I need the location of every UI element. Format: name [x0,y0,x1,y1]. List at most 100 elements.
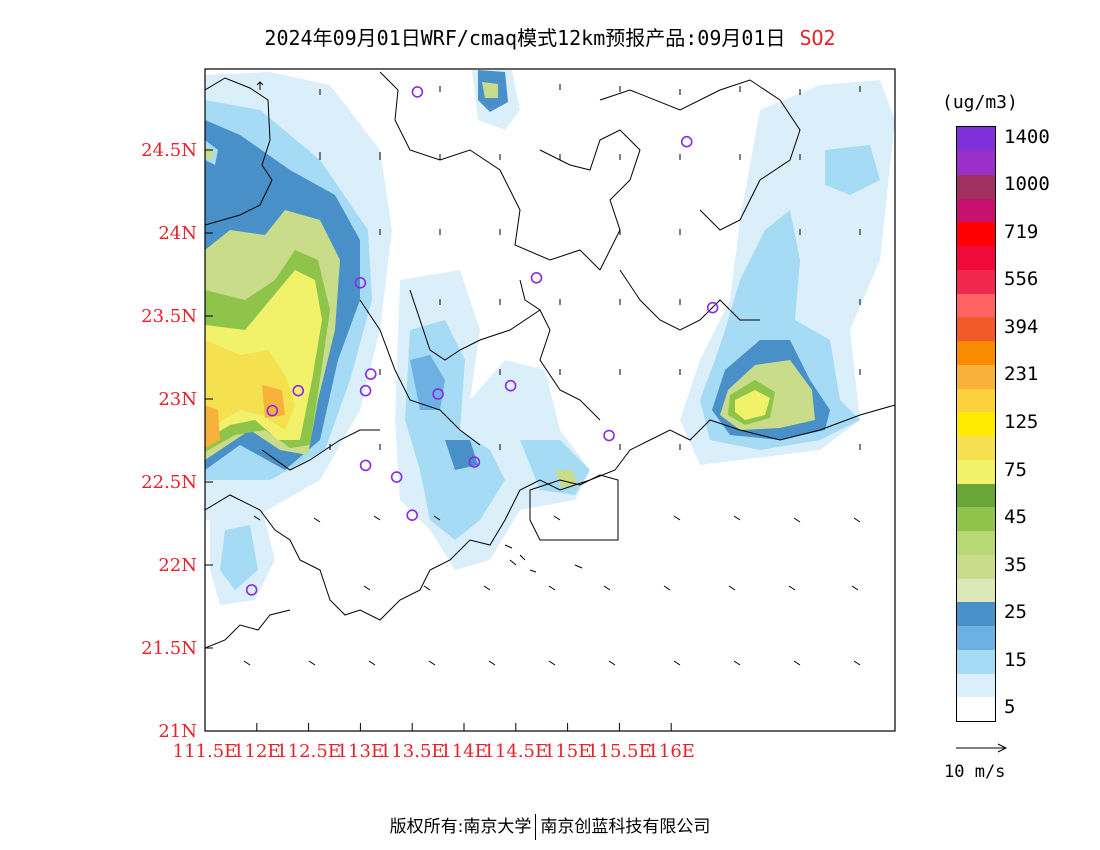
lon-label: 115.5E [587,741,652,762]
lat-label: 21.5N [141,638,197,659]
border-north-mid [379,71,601,271]
lon-label: 113.5E [380,741,445,762]
colorbar-swatch [957,340,995,365]
colorbar-swatch [957,293,995,318]
wind-arrow-row7 [253,515,861,523]
colorbar-unit: (ug/m3) [942,92,1018,113]
plume-center-15c [220,525,258,590]
plume-east-75 [735,390,770,420]
station-marker [245,584,258,596]
station-marker [680,135,693,148]
border-inner-a [539,129,641,271]
station-marker [364,368,377,380]
lat-label: 24N [158,223,197,244]
title-main: 2024年09月01日WRF/cmaq模式12km预报产品:09月01日 [264,26,786,50]
wind-arrow-row3 [379,229,861,235]
station-marker [359,384,372,397]
coast-west [205,494,506,621]
station-marker [468,456,481,468]
map-title: 2024年09月01日WRF/cmaq模式12km预报产品:09月01日 SO2 [0,22,1100,51]
colorbar-swatch [957,269,995,294]
plume-north-35 [482,82,498,98]
monitoring-stations [245,86,719,596]
lat-label: 22.5N [141,472,197,493]
station-marker [603,429,615,442]
colorbar-label: 15 [1004,648,1027,671]
station-marker [292,384,305,397]
colorbar-swatch [957,245,995,270]
lat-label: 24.5N [141,140,197,161]
colorbar-swatch [957,150,995,175]
plume-east-15b [825,145,880,195]
colorbar-swatch [957,649,995,674]
lat-label: 23N [158,389,197,410]
hk-box [529,474,619,541]
colorbar [956,126,996,722]
station-marker [266,404,279,417]
colorbar-label: 719 [1004,220,1039,243]
station-marker [406,509,419,522]
longitude-axis: 111.5E112E112.5E113E113.5E114E114.5E115E… [173,723,695,762]
wind-arrow-row2 [319,152,801,160]
colorbar-swatch [957,174,995,199]
wind-arrow-row8 [363,585,859,591]
wind-arrow-row4 [439,299,861,305]
colorbar-label: 1400 [1004,125,1050,148]
lon-label: 111.5E [173,741,238,762]
plume-edge-35 [205,145,214,160]
copyright-separator [535,814,537,840]
colorbar-swatch [957,578,995,603]
copyright: 版权所有:南京大学 南京创蓝科技有限公司 [0,812,1100,840]
plume-center-25 [410,355,445,410]
station-marker [390,471,403,483]
colorbar-label: 5 [1004,696,1016,719]
colorbar-label: 35 [1004,553,1027,576]
colorbar-swatch [957,625,995,650]
colorbar-swatch [957,554,995,579]
border-inner-d [619,269,760,331]
plume-west-231 [205,405,220,448]
lon-label: 116E [647,741,695,762]
border-inner-b [519,279,601,421]
colorbar-swatch [957,530,995,555]
copyright-left: 版权所有:南京大学 [389,817,532,837]
colorbar-label: 125 [1004,411,1039,433]
lon-label: 112.5E [276,741,341,762]
station-marker [530,272,543,284]
colorbar-swatch [957,459,995,484]
lon-label: 112E [233,741,281,762]
lat-label: 22N [158,555,197,576]
concentration-field [205,70,895,605]
wind-arrow-row6 [329,444,861,450]
wind-arrow-row9 [243,660,861,666]
colorbar-label: 231 [1004,363,1039,386]
wind-reference-label: 10 m/s [944,762,1006,782]
coast-mid [504,404,895,521]
colorbar-swatch [957,198,995,223]
border-inner-c [409,289,541,361]
station-marker [504,379,517,392]
wind-arrows [243,81,861,666]
border-north-east [599,79,801,231]
lon-label: 114E [440,741,488,762]
colorbar-swatch [957,364,995,389]
wind-arrow-row5 [379,369,861,375]
coast-southwest [205,609,291,649]
station-marker [706,301,719,314]
copyright-right: 南京创蓝科技有限公司 [540,817,711,837]
wind-arrow-row1 [256,81,861,95]
colorbar-swatch [957,435,995,460]
station-marker [411,86,424,98]
colorbar-swatch [957,317,995,342]
border-inner-e [359,299,481,446]
border-north-west [205,77,273,226]
colorbar-swatch [957,697,995,722]
colorbar-label: 556 [1004,268,1039,291]
latitude-axis: 21N 21.5N 22N 22.5N 23N 23.5N 24N 24.5N [141,140,213,742]
colorbar-swatch [957,222,995,247]
lon-label: 113E [337,741,385,762]
colorbar-label: 25 [1004,601,1027,624]
station-marker [359,459,372,472]
province-borders [205,71,895,649]
